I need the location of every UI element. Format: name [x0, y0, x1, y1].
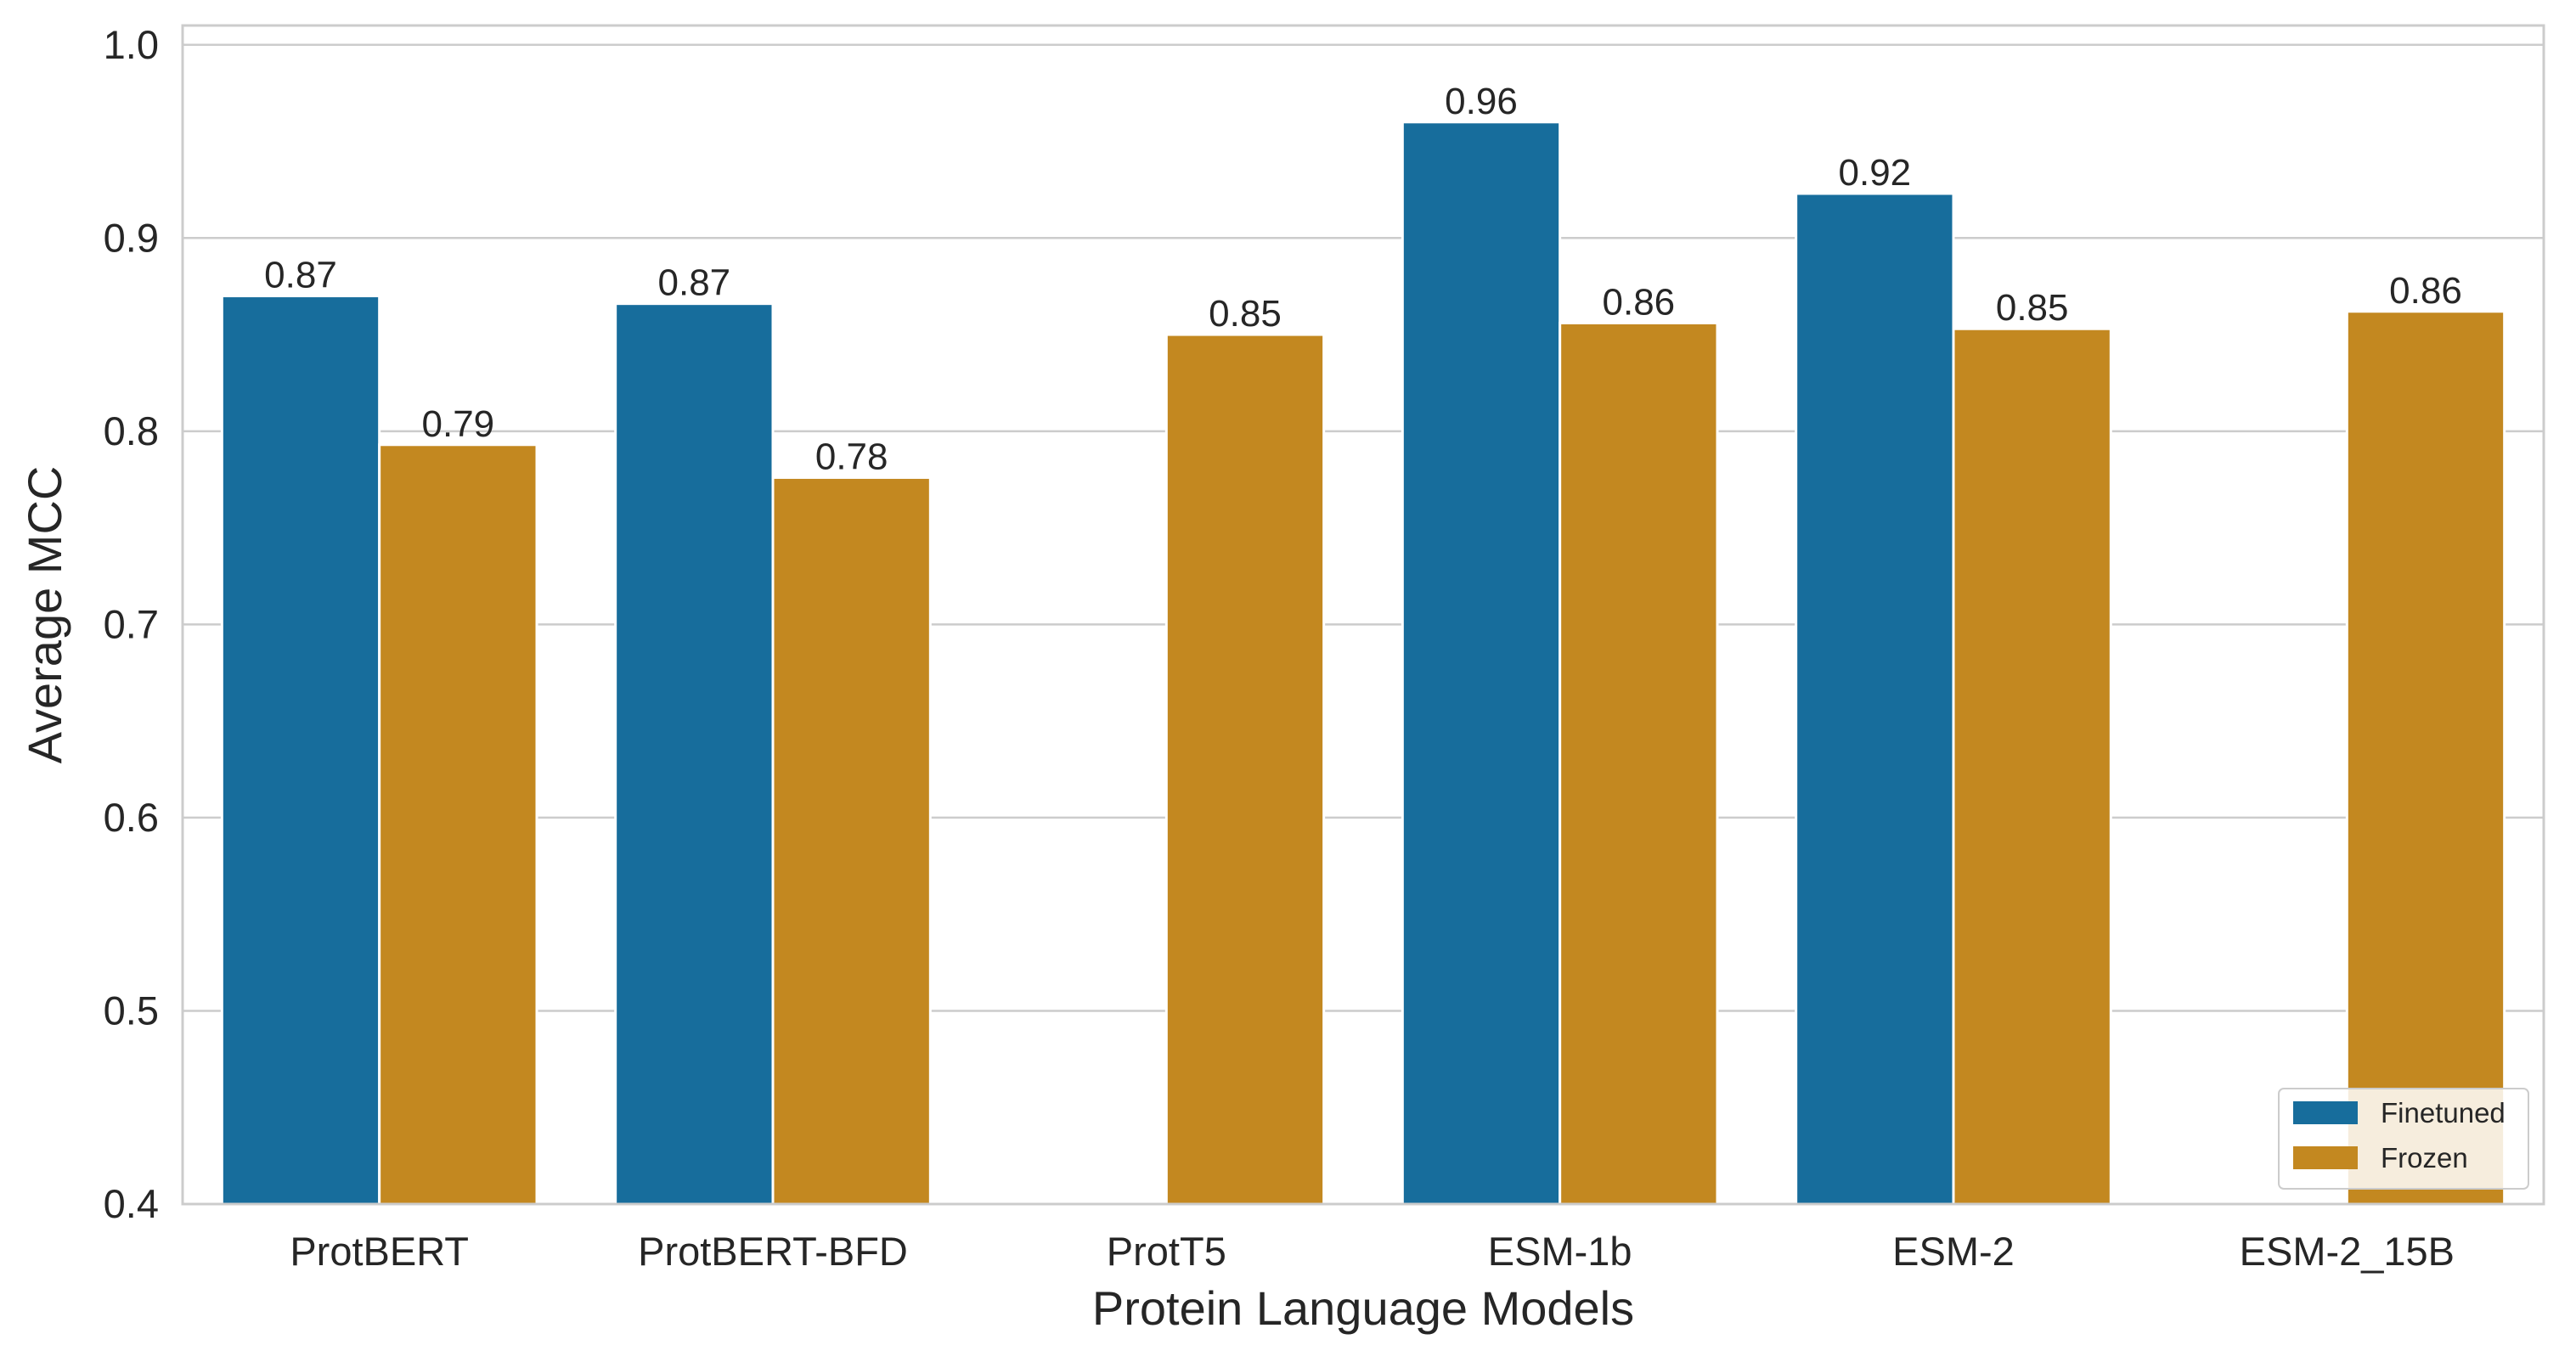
bar-frozen	[771, 476, 932, 1206]
y-tick-labels: 0.4 0.5 0.6 0.7 0.8 0.9 1.0	[104, 22, 159, 1226]
bar-finetuned	[1795, 192, 1955, 1206]
x-tick-label: ProtBERT-BFD	[638, 1229, 908, 1274]
bar-value-label: 0.96	[1445, 81, 1518, 122]
y-tick-label: 0.7	[104, 601, 159, 646]
y-tick-label: 0.8	[104, 408, 159, 453]
x-tick-label: ProtT5	[1107, 1229, 1226, 1274]
x-tick-label: ESM-1b	[1488, 1229, 1632, 1274]
x-axis-title: Protein Language Models	[1092, 1281, 1634, 1335]
bar-value-label: 0.85	[1209, 293, 1282, 335]
bar-value-label: 0.79	[422, 403, 495, 445]
bar-value-label: 0.86	[1603, 281, 1676, 323]
x-tick-labels: ProtBERT ProtBERT-BFD ProtT5 ESM-1b ESM-2 ESM…	[290, 1229, 2455, 1274]
y-tick-label: 0.4	[104, 1181, 159, 1226]
y-tick-label: 1.0	[104, 22, 159, 67]
legend-swatch-frozen	[2293, 1146, 2358, 1169]
y-tick-label: 0.6	[104, 795, 159, 840]
bar-value-label: 0.86	[2389, 270, 2462, 312]
legend-label-frozen: Frozen	[2381, 1142, 2468, 1173]
legend-swatch-finetuned	[2293, 1101, 2358, 1124]
legend: Finetuned Frozen	[2278, 1088, 2529, 1190]
y-tick-label: 0.9	[104, 215, 159, 260]
bar-value-label: 0.87	[264, 255, 337, 296]
x-tick-label: ESM-2	[1892, 1229, 2015, 1274]
plot-frame	[181, 24, 2545, 1206]
bar-finetuned	[220, 295, 381, 1206]
bar-frozen	[1164, 333, 1326, 1206]
legend-label-finetuned: Finetuned	[2381, 1097, 2506, 1128]
bar-value-label: 0.85	[1996, 287, 2069, 329]
bar-finetuned	[1401, 121, 1562, 1206]
bar-value-label: 0.78	[815, 436, 888, 477]
bar-frozen	[1952, 327, 2112, 1206]
bar-value-label: 0.92	[1839, 152, 1912, 194]
y-axis-title: Average MCC	[18, 466, 71, 764]
bar-finetuned	[614, 302, 775, 1206]
bar-frozen	[2345, 310, 2506, 1206]
bar-frozen	[1559, 321, 1719, 1206]
x-tick-label: ESM-2_15B	[2240, 1229, 2455, 1274]
y-tick-label: 0.5	[104, 988, 159, 1033]
bars	[220, 121, 2506, 1206]
bar-value-label: 0.87	[658, 262, 731, 304]
x-tick-label: ProtBERT	[290, 1229, 469, 1274]
bar-frozen	[378, 443, 538, 1206]
bar-value-labels: 0.87 0.79 0.87 0.78 0.85 0.96 0.86 0.92 0.85 0.86	[264, 81, 2462, 478]
